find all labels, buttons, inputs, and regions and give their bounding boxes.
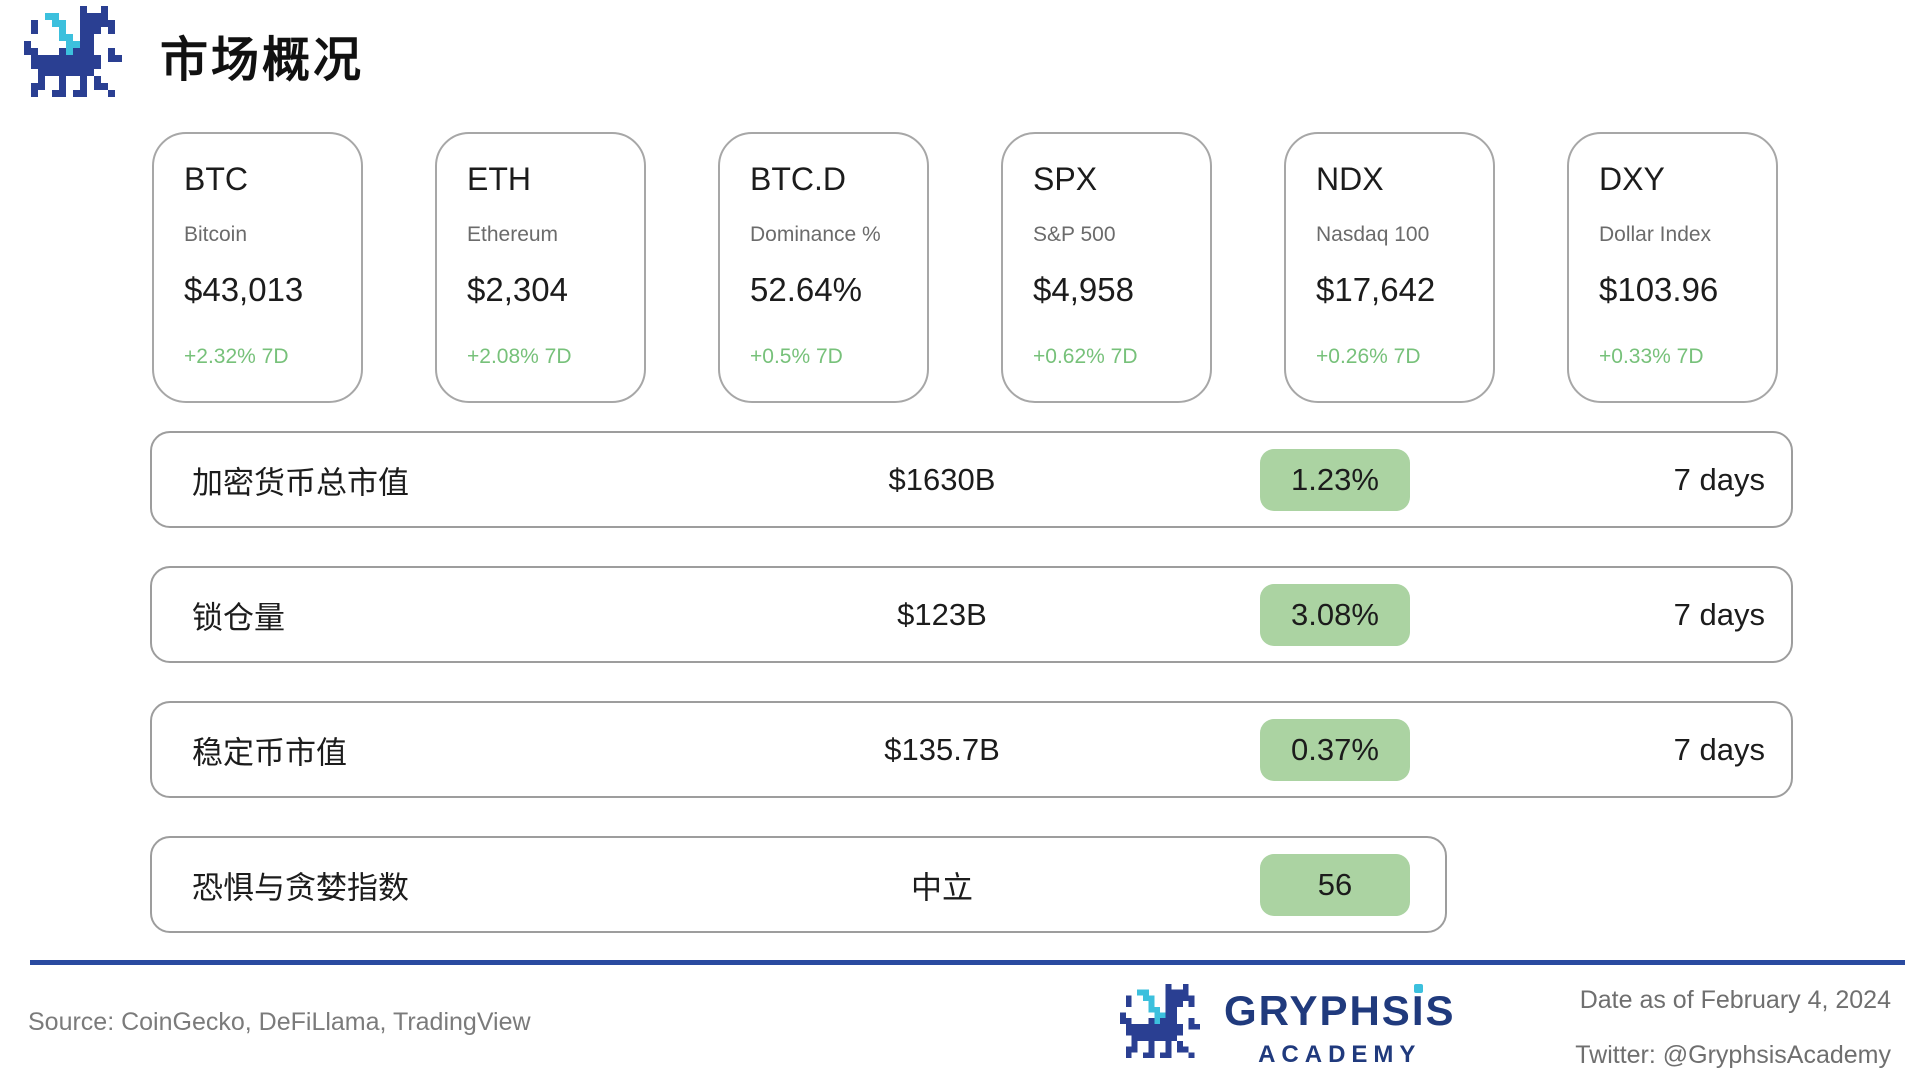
dragon-logo-icon [1120,984,1200,1058]
ticker-value: $4,958 [1033,271,1134,308]
stat-change-badge: 1.23% [1260,448,1410,511]
stat-label: 锁仓量 [192,600,285,635]
stat-value: 中立 [911,870,973,905]
stat-change-badge: 3.08% [1260,583,1410,646]
ticker-name: Nasdaq 100 [1316,223,1430,246]
ticker-change: +2.32% 7D [184,345,289,368]
ticker-name: Dominance % [750,223,881,246]
stat-period: 7 days [1673,596,1765,632]
dragon-logo-icon [24,6,122,97]
ticker-symbol: NDX [1316,161,1384,197]
brand-logo: GRYPHSIS ACADEMY [1120,980,1456,1069]
ticker-symbol: SPX [1033,161,1098,197]
footer-divider [30,960,1905,965]
brand-i-dot-icon [1413,984,1423,993]
page-title: 市场概况 [160,34,365,87]
stat-change-badge: 56 [1260,853,1410,916]
ticker-change: +2.08% 7D [467,345,572,368]
stat-row-fear-greed-index: 恐惧与贪婪指数 中立 56 [150,836,1447,933]
twitter-handle: Twitter: @GryphsisAcademy [1575,1041,1891,1069]
ticker-name: Dollar Index [1599,223,1712,246]
ticker-name: Ethereum [467,223,559,246]
report-date: Date as of February 4, 2024 [1579,986,1891,1014]
ticker-value: $17,642 [1316,271,1436,308]
ticker-symbol: BTC [184,161,248,197]
stat-row-total-market-cap: 加密货币总市值 $1630B 1.23% 7 days [150,431,1793,528]
ticker-value: $43,013 [184,271,304,308]
stat-period: 7 days [1673,461,1765,497]
stat-label: 加密货币总市值 [192,465,409,500]
ticker-card-btc: BTC Bitcoin $43,013 +2.32% 7D [152,132,363,403]
ticker-name: S&P 500 [1033,223,1116,246]
stat-change-badge: 0.37% [1260,718,1410,781]
stat-value: $135.7B [884,731,1000,767]
footer-meta: Date as of February 4, 2024 Twitter: @Gr… [1575,986,1891,1070]
ticker-card-spx: SPX S&P 500 $4,958 +0.62% 7D [1001,132,1212,403]
ticker-symbol: ETH [467,161,531,197]
stat-value: $1630B [888,461,996,497]
ticker-card-eth: ETH Ethereum $2,304 +2.08% 7D [435,132,646,403]
ticker-change: +0.33% 7D [1599,345,1704,368]
ticker-card-ndx: NDX Nasdaq 100 $17,642 +0.26% 7D [1284,132,1495,403]
brand-text: GRYPHSIS ACADEMY [1224,980,1456,1069]
brand-subtitle: ACADEMY [1258,1041,1422,1068]
stat-label: 恐惧与贪婪指数 [192,870,409,905]
ticker-symbol: DXY [1599,161,1665,197]
stat-row-tvl: 锁仓量 $123B 3.08% 7 days [150,566,1793,663]
brand-name: GRYPHSIS [1224,987,1456,1034]
ticker-value: $103.96 [1599,271,1719,308]
ticker-name: Bitcoin [184,223,248,246]
ticker-card-dxy: DXY Dollar Index $103.96 +0.33% 7D [1567,132,1778,403]
ticker-change: +0.5% 7D [750,345,843,368]
ticker-card-btcd: BTC.D Dominance % 52.64% +0.5% 7D [718,132,929,403]
ticker-change: +0.26% 7D [1316,345,1421,368]
ticker-change: +0.62% 7D [1033,345,1138,368]
ticker-cards: BTC Bitcoin $43,013 +2.32% 7D ETH Ethere… [152,132,1778,403]
stat-row-stablecoin-cap: 稳定币市值 $135.7B 0.37% 7 days [150,701,1793,798]
stat-period: 7 days [1673,731,1765,767]
ticker-symbol: BTC.D [750,161,846,197]
stat-label: 稳定币市值 [192,735,347,770]
stat-value: $123B [897,596,987,632]
ticker-value: 52.64% [750,271,862,308]
ticker-value: $2,304 [467,271,568,308]
source-note: Source: CoinGecko, DeFiLlama, TradingVie… [28,1008,531,1036]
